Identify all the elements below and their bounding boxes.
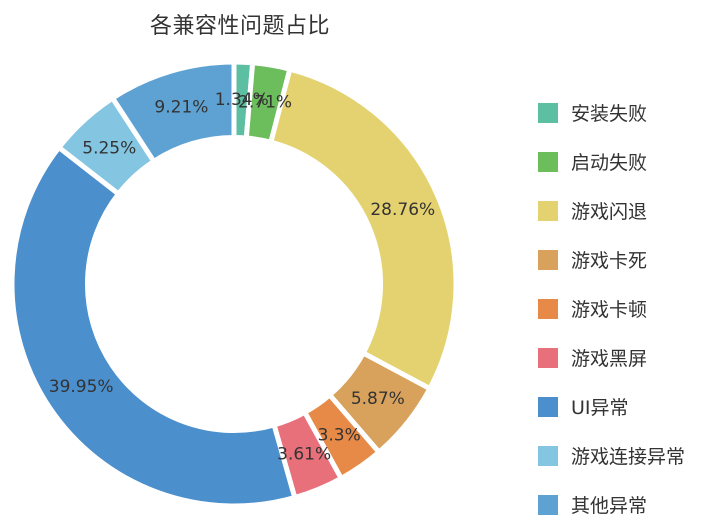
slice-label-4: 5.87% (351, 389, 405, 409)
legend-label: 其他异常 (571, 495, 648, 517)
legend-label: 游戏卡死 (571, 250, 648, 272)
slice-label-9: 9.21% (154, 97, 208, 117)
legend-swatch (538, 396, 558, 417)
slice-label-2: 2.71% (238, 92, 292, 112)
legend-swatch (538, 200, 558, 221)
slice-label-3: 28.76% (370, 200, 435, 220)
slice-label-5: 3.3% (318, 425, 361, 445)
donut-slice-3[interactable] (267, 66, 459, 393)
legend-item-2[interactable]: 启动失败 (538, 137, 713, 186)
legend-swatch (538, 347, 558, 368)
donut-slice-9[interactable] (109, 59, 237, 165)
slice-labels-group: 1.34%2.71% 28.76% 5.87% 3.3%3.61% 39.95% 5.25… (49, 90, 435, 464)
legend-item-7[interactable]: UI异常 (538, 382, 713, 431)
legend-item-6[interactable]: 游戏黑屏 (538, 333, 713, 382)
legend-swatch (538, 102, 558, 123)
donut-slice-7[interactable] (9, 143, 298, 509)
legend: 安装失败启动失败游戏闪退游戏卡死游戏卡顿游戏黑屏 UI异常游戏连接异常 其他异常 (538, 88, 713, 529)
legend-swatch (538, 249, 558, 270)
legend-item-1[interactable]: 安装失败 (538, 88, 713, 137)
donut-chart: 1.34%2.71% 28.76% 5.87% 3.3%3.61% 39.95% 5.25… (9, 59, 459, 509)
legend-swatch (538, 151, 558, 172)
slice-label-8: 5.25% (82, 138, 136, 158)
slice-label-1: 1.34% (215, 90, 269, 110)
slice-label-7: 39.95% (49, 377, 114, 397)
legend-swatch (538, 298, 558, 319)
legend-label: UI异常 (571, 397, 629, 419)
legend-swatch (538, 445, 558, 466)
legend-label: 启动失败 (571, 152, 648, 174)
legend-label: 安装失败 (571, 103, 648, 125)
legend-label: 游戏连接异常 (571, 446, 686, 468)
legend-label: 游戏闪退 (571, 201, 648, 223)
chart-title: 各兼容性问题占比 (149, 14, 330, 39)
legend-item-5[interactable]: 游戏卡顿 (538, 284, 713, 333)
legend-label: 游戏黑屏 (571, 348, 648, 370)
legend-item-4[interactable]: 游戏卡死 (538, 235, 713, 284)
legend-label: 游戏卡顿 (571, 299, 648, 321)
legend-item-8[interactable]: 游戏连接异常 (538, 431, 713, 480)
slices-group (9, 59, 459, 509)
chart-root: 各兼容性问题占比 1.34% 2.71% 28.76% 5.87% 3.3% 3.61% 3… (9, 14, 686, 517)
legend-swatch (538, 494, 558, 515)
slice-label-6: 3.61% (277, 444, 331, 464)
legend-item-3[interactable]: 游戏闪退 (538, 186, 713, 235)
legend-item-9[interactable]: 其他异常 (538, 480, 713, 529)
